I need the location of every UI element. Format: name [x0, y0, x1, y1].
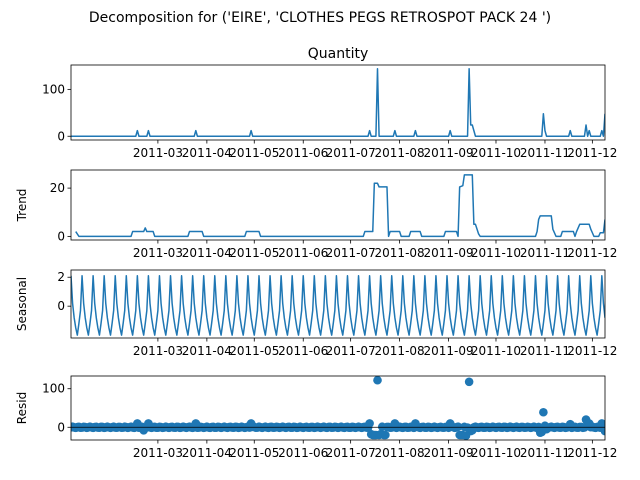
resid-point	[390, 419, 400, 428]
resid-point	[597, 419, 605, 428]
y-tick-label: 0	[57, 299, 65, 313]
panel-title: Quantity	[308, 46, 369, 62]
resid-point	[445, 419, 455, 428]
panel-frame	[70, 269, 606, 339]
x-tick-label: 2011-06	[278, 344, 328, 358]
x-tick-label: 2011-11	[520, 446, 570, 460]
x-tick-label: 2011-11	[520, 246, 570, 260]
y-tick-label: 100	[42, 382, 65, 396]
x-tick-label: 2011-06	[278, 146, 328, 160]
x-tick-label: 2011-07	[326, 446, 376, 460]
x-tick-label: 2011-08	[375, 246, 425, 260]
x-tick-label: 2011-05	[229, 344, 279, 358]
x-tick-label: 2011-06	[278, 446, 328, 460]
series-line-seasonal	[71, 275, 605, 336]
y-tick-label: 2	[57, 270, 65, 284]
x-tick-label: 2011-09	[424, 446, 474, 460]
series-line-quantity	[71, 68, 605, 137]
y-tick-label: 20	[50, 181, 65, 195]
resid-point	[144, 419, 153, 428]
y-axis-label: Trend	[15, 189, 29, 223]
x-tick-label: 2011-07	[326, 246, 376, 260]
x-tick-label: 2011-06	[278, 246, 328, 260]
x-tick-label: 2011-05	[229, 446, 279, 460]
resid-point	[139, 426, 148, 435]
panel-quantity: 01002011-032011-042011-052011-062011-072…	[42, 46, 617, 160]
resid-point	[467, 426, 477, 435]
panel-frame	[70, 375, 606, 441]
resid-point	[565, 419, 575, 429]
x-tick-label: 2011-10	[471, 246, 521, 260]
panel-resid: 01002011-032011-042011-052011-062011-072…	[15, 375, 617, 460]
panel-trend: 0202011-032011-042011-052011-062011-0720…	[15, 169, 617, 260]
x-tick-label: 2011-04	[182, 246, 232, 260]
plot-area	[71, 68, 605, 137]
x-tick-label: 2011-08	[375, 146, 425, 160]
resid-point	[381, 430, 390, 440]
series-line-trend	[75, 174, 605, 238]
y-tick-label: 0	[57, 229, 65, 243]
x-tick-label: 2011-03	[133, 246, 183, 260]
resid-point	[365, 419, 374, 428]
resid-point	[373, 376, 382, 385]
y-tick-label: 100	[42, 82, 65, 96]
x-tick-label: 2011-05	[229, 146, 279, 160]
x-tick-label: 2011-03	[133, 344, 183, 358]
resid-point	[453, 422, 463, 432]
resid-point	[464, 377, 474, 387]
y-tick-label: 0	[57, 420, 65, 434]
x-tick-label: 2011-04	[182, 344, 232, 358]
y-axis-label: Seasonal	[15, 277, 29, 331]
resid-point	[539, 407, 548, 417]
plot-area	[75, 174, 605, 238]
x-tick-label: 2011-04	[182, 446, 232, 460]
x-tick-label: 2011-09	[424, 246, 474, 260]
x-tick-label: 2011-11	[520, 344, 570, 358]
x-tick-label: 2011-08	[375, 446, 425, 460]
plot-area	[71, 275, 605, 336]
plot-area	[71, 376, 605, 440]
y-tick-label: 0	[57, 129, 65, 143]
x-tick-label: 2011-08	[375, 344, 425, 358]
panel-frame	[70, 169, 606, 241]
figure-title: Decomposition for ('EIRE', 'CLOTHES PEGS…	[89, 10, 551, 26]
x-tick-label: 2011-03	[133, 146, 183, 160]
x-tick-label: 2011-05	[229, 246, 279, 260]
resid-point	[600, 426, 605, 436]
resid-point	[542, 424, 551, 434]
x-tick-label: 2011-10	[471, 446, 521, 460]
x-tick-label: 2011-07	[326, 146, 376, 160]
x-tick-label: 2011-10	[471, 344, 521, 358]
y-axis-label: Resid	[15, 392, 29, 424]
x-tick-label: 2011-10	[471, 146, 521, 160]
x-tick-label: 2011-12	[567, 446, 617, 460]
x-tick-label: 2011-03	[133, 446, 183, 460]
x-tick-label: 2011-12	[567, 146, 617, 160]
x-tick-label: 2011-07	[326, 344, 376, 358]
resid-point	[411, 419, 420, 428]
x-tick-label: 2011-12	[567, 246, 617, 260]
x-tick-label: 2011-04	[182, 146, 232, 160]
x-tick-label: 2011-12	[567, 344, 617, 358]
panel-seasonal: 022011-032011-042011-052011-062011-07201…	[15, 269, 617, 358]
resid-point	[584, 419, 594, 428]
resid-point	[133, 419, 142, 428]
resid-point	[191, 419, 201, 428]
x-tick-label: 2011-11	[520, 146, 570, 160]
panel-frame	[70, 64, 606, 141]
x-tick-label: 2011-09	[424, 146, 474, 160]
resid-point	[246, 419, 256, 428]
x-tick-label: 2011-09	[424, 344, 474, 358]
